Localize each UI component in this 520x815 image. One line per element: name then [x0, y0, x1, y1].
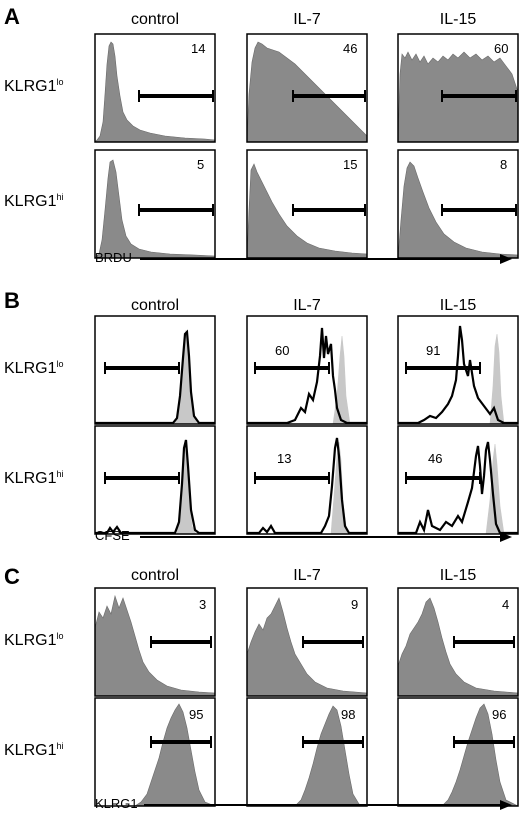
- percent-label: 46: [428, 451, 443, 466]
- percent-label: 95: [189, 707, 204, 722]
- histogram-panel-c-hi-control: 95: [94, 697, 216, 807]
- row-label-klrg1-hi: KLRG1hi: [4, 192, 64, 210]
- x-axis-label-klrg1: KLRG1: [95, 796, 138, 811]
- section-b-label: B: [4, 288, 20, 313]
- x-axis-arrow-line: [144, 804, 502, 806]
- percent-label: 13: [277, 451, 292, 466]
- percent-label: 60: [275, 343, 290, 358]
- histogram-panel-c-lo-il15: 4: [397, 587, 519, 697]
- percent-label: 5: [197, 157, 205, 172]
- column-header-control: control: [130, 567, 180, 584]
- column-header-il7: IL-7: [293, 11, 321, 28]
- percent-label: 96: [492, 707, 507, 722]
- percent-label: 98: [341, 707, 356, 722]
- x-axis-arrowhead: [500, 800, 512, 810]
- percent-label: 91: [426, 343, 441, 358]
- histogram-panel-c-hi-il7: 98: [246, 697, 368, 807]
- histogram-panel-b-lo-il7: 60: [246, 315, 368, 425]
- percent-label: 14: [191, 41, 206, 56]
- x-axis-label-cfse: CFSE: [95, 528, 130, 543]
- section-c-label: C: [4, 564, 20, 589]
- column-header-il15: IL-15: [439, 11, 477, 28]
- percent-label: 9: [351, 597, 359, 612]
- percent-label: 3: [199, 597, 207, 612]
- column-header-control: control: [130, 297, 180, 314]
- x-axis-arrow-line: [140, 258, 502, 260]
- histogram-panel-b-hi-control: [94, 425, 216, 535]
- row-label-klrg1-lo: KLRG1lo: [4, 359, 64, 377]
- histogram-panel-a-lo-il7: 46: [246, 33, 368, 143]
- section-a-label: A: [4, 4, 20, 29]
- histogram-panel-a-lo-control: 14: [94, 33, 216, 143]
- histogram-panel-b-hi-il15: 46: [397, 425, 519, 535]
- row-label-klrg1-lo: KLRG1lo: [4, 631, 64, 649]
- histogram-panel-a-hi-il15: 8: [397, 149, 519, 259]
- column-header-il15: IL-15: [439, 297, 477, 314]
- row-label-klrg1-hi: KLRG1hi: [4, 469, 64, 487]
- column-header-il7: IL-7: [293, 567, 321, 584]
- column-header-il7: IL-7: [293, 297, 321, 314]
- percent-label: 46: [343, 41, 358, 56]
- x-axis-arrowhead: [500, 254, 512, 264]
- histogram-panel-b-lo-il15: 91: [397, 315, 519, 425]
- histogram-panel-a-hi-control: 5: [94, 149, 216, 259]
- histogram-panel-a-lo-il15: 60: [397, 33, 519, 143]
- row-label-klrg1-lo: KLRG1lo: [4, 77, 64, 95]
- row-label-klrg1-hi: KLRG1hi: [4, 741, 64, 759]
- x-axis-arrowhead: [500, 532, 512, 542]
- x-axis-arrow-line: [140, 536, 502, 538]
- percent-label: 15: [343, 157, 358, 172]
- histogram-panel-c-hi-il15: 96: [397, 697, 519, 807]
- x-axis-label-brdu: BRDU: [95, 250, 132, 265]
- histogram-panel-c-lo-il7: 9: [246, 587, 368, 697]
- percent-label: 8: [500, 157, 508, 172]
- histogram-panel-a-hi-il7: 15: [246, 149, 368, 259]
- column-header-il15: IL-15: [439, 567, 477, 584]
- histogram-panel-b-lo-control: [94, 315, 216, 425]
- percent-label: 4: [502, 597, 510, 612]
- histogram-panel-b-hi-il7: 13: [246, 425, 368, 535]
- percent-label: 60: [494, 41, 509, 56]
- column-header-control: control: [130, 11, 180, 28]
- histogram-panel-c-lo-control: 3: [94, 587, 216, 697]
